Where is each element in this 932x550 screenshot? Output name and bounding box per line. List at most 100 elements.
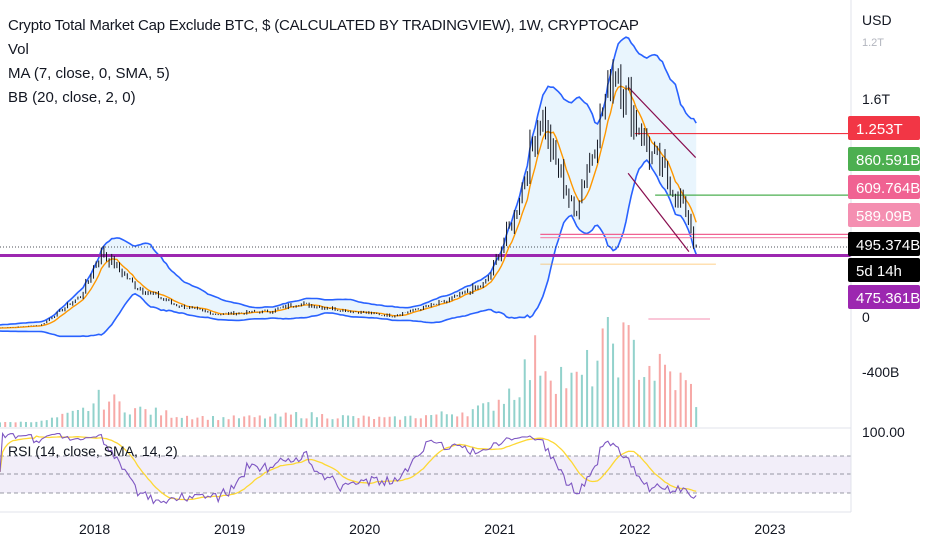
volume-bar xyxy=(606,317,609,427)
volume-bar xyxy=(30,422,33,427)
volume-bar xyxy=(393,416,396,427)
legend-vol[interactable]: Vol xyxy=(8,41,29,58)
price-tag-box xyxy=(848,175,920,199)
volume-bar xyxy=(154,407,157,427)
volume-bar xyxy=(476,405,479,427)
volume-bar xyxy=(575,371,578,427)
volume-bar xyxy=(643,377,646,427)
volume-bar xyxy=(191,419,194,427)
volume-bar xyxy=(201,415,204,427)
legend-ma[interactable]: MA (7, close, 0, SMA, 5) xyxy=(8,65,170,82)
price-tag: 860.591B xyxy=(848,147,920,171)
volume-bar xyxy=(82,407,85,427)
volume-bar xyxy=(549,380,552,427)
price-series xyxy=(0,59,697,329)
volume-bars xyxy=(0,317,698,427)
volume-bar xyxy=(217,420,220,427)
price-tag-label: 475.361B xyxy=(856,290,920,307)
legend-rsi[interactable]: RSI (14, close, SMA, 14, 2) xyxy=(8,443,178,459)
volume-bar xyxy=(97,389,100,427)
volume-bar xyxy=(160,415,163,427)
volume-bar xyxy=(653,380,656,427)
legend-bb[interactable]: BB (20, close, 2, 0) xyxy=(8,89,136,106)
volume-bar xyxy=(113,394,116,427)
volume-bar xyxy=(586,349,589,427)
volume-bar xyxy=(248,415,251,427)
volume-bar xyxy=(684,380,687,427)
volume-bar xyxy=(45,420,48,427)
volume-bar xyxy=(466,416,469,427)
volume-bar xyxy=(222,417,225,427)
volume-bar xyxy=(591,386,594,427)
volume-bar xyxy=(404,416,407,427)
volume-bar xyxy=(170,417,173,427)
volume-bar xyxy=(419,418,422,427)
price-tag-label: 1.253T xyxy=(856,121,903,138)
volume-bar xyxy=(450,414,453,427)
volume-bar xyxy=(560,366,563,427)
price-tick-label: 0 xyxy=(862,309,870,325)
time-tick-label: 2020 xyxy=(349,521,380,537)
volume-bar xyxy=(347,415,350,427)
volume-bar xyxy=(580,374,583,427)
time-tick-label: 2022 xyxy=(619,521,650,537)
volume-bar xyxy=(565,388,568,427)
volume-bar xyxy=(237,418,240,427)
volume-bar xyxy=(471,409,474,427)
time-tick-label: 2023 xyxy=(754,521,785,537)
volume-bar xyxy=(227,419,230,427)
price-tag-label: 860.591B xyxy=(856,152,920,169)
volume-bar xyxy=(617,377,620,427)
volume-bar xyxy=(435,414,438,427)
volume-bar xyxy=(544,371,547,427)
volume-bar xyxy=(243,416,246,427)
volume-bar xyxy=(144,409,147,427)
volume-bar xyxy=(253,417,256,427)
price-tick-label: 100.00 xyxy=(862,424,905,440)
volume-bar xyxy=(128,414,131,427)
volume-bar xyxy=(102,409,105,427)
price-tag-label: 609.764B xyxy=(856,180,920,197)
volume-bar xyxy=(461,412,464,427)
volume-bar xyxy=(35,421,38,427)
price-tag-box xyxy=(848,258,920,282)
volume-bar xyxy=(56,417,59,427)
time-tick-label: 2021 xyxy=(484,521,515,537)
price-tag: 589.09B xyxy=(848,203,920,227)
ma-line xyxy=(0,85,697,329)
volume-bar xyxy=(50,417,53,427)
volume-bar xyxy=(357,418,360,427)
volume-bar xyxy=(19,421,22,427)
volume-bar xyxy=(648,365,651,427)
volume-bar xyxy=(71,410,74,427)
volume-bar xyxy=(430,415,433,427)
volume-bar xyxy=(14,422,17,427)
volume-bar xyxy=(108,401,111,427)
volume-bar xyxy=(258,415,261,427)
volume-bar xyxy=(689,383,692,427)
time-tick-label: 2019 xyxy=(214,521,245,537)
price-tag-label: 5d 14h xyxy=(856,263,902,280)
rsi-line xyxy=(0,431,697,505)
price-tag-label: 495.374B xyxy=(856,237,920,254)
channel-lower xyxy=(627,172,690,252)
volume-bar xyxy=(123,412,126,427)
time-tick-label: 2018 xyxy=(79,521,110,537)
volume-bar xyxy=(658,353,661,427)
volume-bar xyxy=(627,325,630,427)
volume-bar xyxy=(409,415,412,427)
bollinger-fill xyxy=(0,37,697,337)
volume-bar xyxy=(40,420,43,427)
volume-bar xyxy=(638,379,641,427)
channel-upper xyxy=(627,86,697,158)
volume-bar xyxy=(388,416,391,427)
volume-bar xyxy=(632,339,635,427)
volume-bar xyxy=(669,371,672,427)
volume-bar xyxy=(373,419,376,427)
volume-bar xyxy=(4,421,7,427)
volume-bar xyxy=(352,416,355,427)
price-tag: 495.374B xyxy=(848,232,920,256)
volume-bar xyxy=(284,412,287,427)
price-tag-box xyxy=(848,232,920,256)
